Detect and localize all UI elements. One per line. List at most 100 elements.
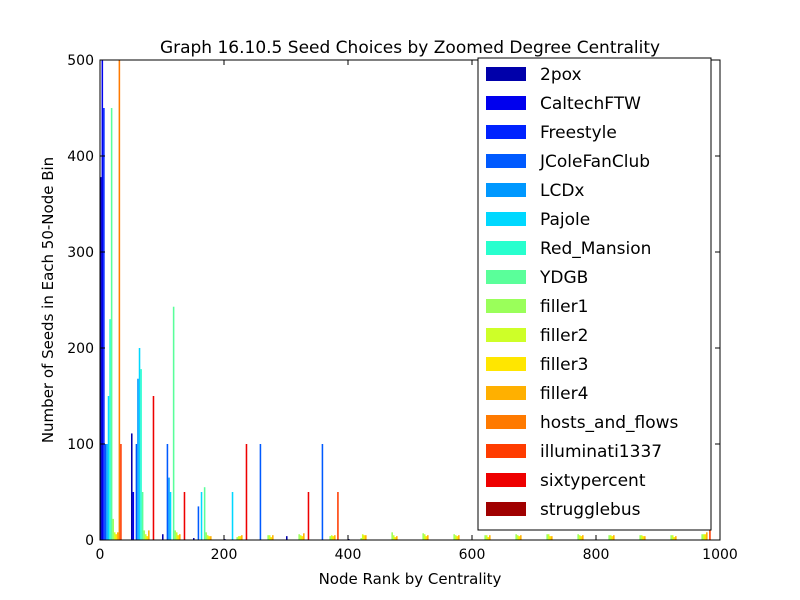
bar-filler1-bin-850: [639, 535, 641, 540]
bar-LCDx-bin-0: [106, 444, 108, 540]
legend-swatch: [486, 328, 526, 342]
bar-filler4-bin-550: [458, 535, 460, 540]
bar-Pajole-bin-200: [231, 492, 234, 540]
bar-JColeFanClub-bin-100: [166, 444, 169, 540]
legend-label: LCDx: [540, 181, 585, 201]
bar-filler2-bin-0: [113, 532, 116, 540]
bar-filler2-bin-450: [392, 535, 395, 540]
bar-YDGB-bin-50: [141, 492, 144, 540]
bar-filler1-bin-400: [360, 538, 362, 540]
bar-filler4-bin-450: [396, 536, 398, 540]
y-tick-label: 300: [67, 245, 94, 261]
bar-filler3-bin-550: [456, 536, 459, 540]
bar-filler2-bin-50: [144, 534, 147, 540]
legend-label: filler3: [540, 355, 588, 375]
bar-2pox-bin-50: [131, 433, 133, 540]
bar-filler1-bin-650: [515, 534, 517, 540]
legend-label: filler1: [540, 297, 588, 317]
bar-LCDx-bin-50: [137, 378, 139, 540]
bar-filler1-bin-150: [205, 532, 207, 540]
y-tick-label: 500: [67, 53, 94, 69]
y-tick-label: 400: [67, 149, 94, 165]
bar-Pajole-bin-50: [138, 348, 141, 540]
bar-filler3-bin-150: [208, 536, 211, 540]
bar-JColeFanClub-bin-250: [259, 444, 262, 540]
bar-filler3-bin-900: [673, 537, 676, 540]
bar-sixtypercent-bin-100: [183, 492, 186, 540]
legend-swatch: [486, 183, 526, 197]
bar-2pox-bin-100: [162, 534, 164, 540]
bar-filler1-bin-900: [670, 535, 672, 540]
bar-YDGB-bin-0: [110, 108, 113, 540]
legend-swatch: [486, 154, 526, 168]
legend-swatch: [486, 299, 526, 313]
bar-filler2-bin-250: [268, 535, 271, 540]
bar-filler2-bin-500: [423, 534, 426, 540]
bar-JColeFanClub-bin-350: [321, 444, 324, 540]
legend-label: JColeFanClub: [539, 152, 650, 172]
bar-filler1-bin-350: [329, 536, 331, 540]
y-axis-label: Number of Seeds in Each 50-Node Bin: [39, 157, 57, 443]
legend-swatch: [486, 415, 526, 429]
bar-filler4-bin-900: [675, 536, 677, 540]
legend-label: illuminati1337: [540, 442, 662, 462]
bar-filler1-bin-200: [236, 537, 238, 540]
bar-filler1-bin-300: [298, 534, 300, 540]
bar-CaltechFTW-bin-0: [101, 60, 104, 540]
legend-label: CaltechFTW: [540, 94, 641, 114]
bar-sixtypercent-bin-300: [307, 492, 310, 540]
bar-filler4-bin-500: [427, 535, 429, 540]
bar-filler4-bin-950: [706, 532, 708, 540]
bar-filler2-bin-950: [702, 534, 705, 540]
bar-filler2-bin-650: [516, 535, 519, 540]
x-tick-label: 0: [96, 547, 105, 563]
bar-illuminati1337-bin-0: [120, 444, 122, 540]
bar-sixtypercent-bin-50: [152, 396, 155, 540]
legend-swatch: [486, 96, 526, 110]
bar-2pox-bin-0: [100, 177, 102, 540]
bar-filler1-bin-750: [577, 534, 579, 540]
x-tick-label: 200: [211, 547, 238, 563]
legend-label: hosts_and_flows: [540, 413, 679, 433]
bar-filler2-bin-100: [175, 532, 178, 540]
legend-swatch: [486, 502, 526, 516]
legend-label: YDGB: [539, 268, 588, 288]
bar-filler2-bin-700: [547, 534, 550, 540]
y-tick-label: 0: [85, 533, 94, 549]
bar-Pajole-bin-0: [107, 396, 110, 540]
bar-filler4-bin-750: [582, 535, 584, 540]
bar-hosts_and_flows-bin-0: [118, 60, 121, 540]
bar-filler2-bin-800: [609, 535, 612, 540]
bar-filler3-bin-500: [425, 536, 428, 540]
bar-filler3-bin-600: [487, 537, 490, 540]
bar-filler1-bin-600: [484, 535, 486, 540]
bar-filler3-bin-0: [115, 534, 118, 540]
x-tick-label: 600: [459, 547, 486, 563]
bar-filler4-bin-150: [210, 536, 212, 540]
bar-filler4-bin-300: [303, 533, 305, 540]
bar-filler1-bin-100: [174, 530, 176, 540]
bar-LCDx-bin-100: [168, 477, 170, 540]
bar-2pox-bin-150: [193, 538, 195, 540]
bar-JColeFanClub-bin-0: [104, 444, 107, 540]
bar-filler2-bin-900: [671, 535, 674, 540]
legend: 2pox CaltechFTW Freestyle JColeFanClub LCDx P…: [477, 57, 712, 531]
bar-filler3-bin-650: [518, 536, 521, 540]
y-tick-label: 200: [67, 341, 94, 357]
legend-label: Pajole: [540, 210, 590, 230]
x-tick-label: 800: [583, 547, 610, 563]
legend-swatch: [486, 473, 526, 487]
bar-filler3-bin-750: [580, 536, 583, 540]
x-tick-label: 400: [335, 547, 362, 563]
legend-label: strugglebus: [540, 500, 641, 520]
bar-filler4-bin-800: [613, 535, 615, 540]
bar-filler3-bin-700: [549, 536, 552, 540]
bar-filler2-bin-200: [237, 536, 240, 540]
x-axis-label: Node Rank by Centrality: [319, 570, 502, 588]
bar-sixtypercent-bin-200: [245, 444, 248, 540]
chart-title: Graph 16.10.5 Seed Choices by Zoomed Deg…: [160, 38, 660, 58]
bar-filler4-bin-0: [117, 532, 119, 540]
bar-filler3-bin-50: [146, 536, 149, 540]
bar-filler1-bin-50: [143, 530, 145, 540]
